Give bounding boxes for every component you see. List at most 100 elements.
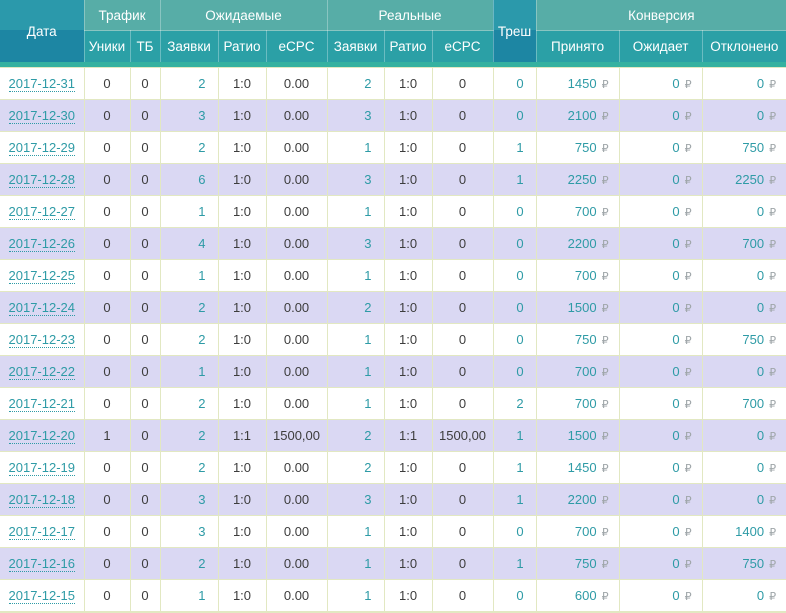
date-link[interactable]: 2017-12-16 bbox=[8, 556, 75, 572]
trash-cell: 2 bbox=[492, 387, 537, 420]
date-link[interactable]: 2017-12-23 bbox=[8, 332, 75, 348]
pending-amount: 0 bbox=[672, 268, 680, 283]
expected-leads-cell: 3 bbox=[159, 515, 219, 548]
date-cell: 2017-12-16 bbox=[0, 547, 85, 580]
expected-ratio-cell: 1:0 bbox=[217, 355, 267, 388]
uniques-cell: 0 bbox=[83, 579, 131, 612]
declined-amount: 0 bbox=[756, 204, 765, 219]
real-ecpc-cell: 0 bbox=[431, 195, 494, 228]
table-row: 2017-12-20 1 0 2 1:1 1500,00 2 1:1 1500,… bbox=[0, 419, 786, 452]
date-link[interactable]: 2017-12-22 bbox=[8, 364, 75, 380]
ruble-sign: ₽ bbox=[769, 174, 777, 187]
real-ratio-cell: 1:0 bbox=[383, 515, 433, 548]
declined-amount: 2250 bbox=[735, 172, 765, 187]
tb-cell: 0 bbox=[129, 67, 161, 100]
declined-amount: 750 bbox=[742, 556, 765, 571]
expected-leads-cell: 4 bbox=[159, 227, 219, 260]
tb-cell: 0 bbox=[129, 323, 161, 356]
pending-amount: 0 bbox=[672, 364, 680, 379]
table-row: 2017-12-19 0 0 2 1:0 0.00 2 1:0 0 1 1450… bbox=[0, 451, 786, 484]
trash-cell: 0 bbox=[492, 515, 537, 548]
date-link[interactable]: 2017-12-17 bbox=[8, 524, 75, 540]
trash-cell: 1 bbox=[492, 163, 537, 196]
date-cell: 2017-12-15 bbox=[0, 579, 85, 612]
table-row: 2017-12-21 0 0 2 1:0 0.00 1 1:0 0 2 700 ₽… bbox=[0, 387, 786, 420]
accepted-amount: 1450 bbox=[567, 460, 597, 475]
expected-ratio-cell: 1:0 bbox=[217, 99, 267, 132]
pending-amount: 0 bbox=[672, 332, 680, 347]
date-link[interactable]: 2017-12-20 bbox=[8, 428, 75, 444]
accepted-cell: 750 ₽ bbox=[535, 323, 620, 356]
date-link[interactable]: 2017-12-25 bbox=[8, 268, 75, 284]
pending-cell: 0 ₽ bbox=[618, 67, 703, 100]
accepted-cell: 2250 ₽ bbox=[535, 163, 620, 196]
table-row: 2017-12-25 0 0 1 1:0 0.00 1 1:0 0 0 700 ₽… bbox=[0, 259, 786, 292]
date-link[interactable]: 2017-12-24 bbox=[8, 300, 75, 316]
date-cell: 2017-12-20 bbox=[0, 419, 85, 452]
real-ecpc-cell: 0 bbox=[431, 99, 494, 132]
col-header-uniques: Уники bbox=[84, 30, 131, 62]
declined-cell: 0 ₽ bbox=[701, 355, 786, 388]
ruble-sign: ₽ bbox=[601, 430, 609, 443]
accepted-amount: 1450 bbox=[567, 76, 597, 91]
date-link[interactable]: 2017-12-28 bbox=[8, 172, 75, 188]
ruble-sign: ₽ bbox=[684, 494, 692, 507]
date-link[interactable]: 2017-12-18 bbox=[8, 492, 75, 508]
real-ecpc-cell: 0 bbox=[431, 131, 494, 164]
date-link[interactable]: 2017-12-21 bbox=[8, 396, 75, 412]
pending-amount: 0 bbox=[672, 172, 680, 187]
uniques-cell: 0 bbox=[83, 163, 131, 196]
date-link[interactable]: 2017-12-19 bbox=[8, 460, 75, 476]
ruble-sign: ₽ bbox=[769, 302, 777, 315]
ruble-sign: ₽ bbox=[601, 558, 609, 571]
table-row: 2017-12-18 0 0 3 1:0 0.00 3 1:0 0 1 2200… bbox=[0, 483, 786, 516]
expected-leads-cell: 2 bbox=[159, 291, 219, 324]
accepted-cell: 750 ₽ bbox=[535, 131, 620, 164]
real-ratio-cell: 1:0 bbox=[383, 547, 433, 580]
accepted-cell: 1500 ₽ bbox=[535, 419, 620, 452]
accepted-amount: 700 bbox=[574, 204, 597, 219]
declined-cell: 700 ₽ bbox=[701, 387, 786, 420]
tb-cell: 0 bbox=[129, 99, 161, 132]
trash-cell: 0 bbox=[492, 355, 537, 388]
trash-cell: 1 bbox=[492, 419, 537, 452]
pending-amount: 0 bbox=[672, 428, 680, 443]
date-link[interactable]: 2017-12-31 bbox=[8, 76, 75, 92]
col-header-date: Дата bbox=[0, 0, 85, 62]
real-leads-cell: 1 bbox=[326, 355, 385, 388]
date-link[interactable]: 2017-12-26 bbox=[8, 236, 75, 252]
col-header-pending: Ожидает bbox=[619, 30, 703, 62]
ruble-sign: ₽ bbox=[769, 590, 777, 603]
uniques-cell: 0 bbox=[83, 451, 131, 484]
real-ecpc-cell: 1500,00 bbox=[431, 419, 494, 452]
date-link[interactable]: 2017-12-27 bbox=[8, 204, 75, 220]
expected-leads-cell: 2 bbox=[159, 387, 219, 420]
pending-amount: 0 bbox=[672, 524, 680, 539]
real-leads-cell: 1 bbox=[326, 579, 385, 612]
real-ecpc-cell: 0 bbox=[431, 579, 494, 612]
real-leads-cell: 3 bbox=[326, 163, 385, 196]
group-header-real: Реальные bbox=[327, 0, 494, 31]
col-header-declined: Отклонено bbox=[702, 30, 786, 62]
date-cell: 2017-12-24 bbox=[0, 291, 85, 324]
date-cell: 2017-12-17 bbox=[0, 515, 85, 548]
real-ecpc-cell: 0 bbox=[431, 547, 494, 580]
accepted-amount: 2250 bbox=[567, 172, 597, 187]
declined-cell: 0 ₽ bbox=[701, 579, 786, 612]
date-link[interactable]: 2017-12-29 bbox=[8, 140, 75, 156]
group-header-traffic: Трафик bbox=[84, 0, 161, 31]
date-link[interactable]: 2017-12-30 bbox=[8, 108, 75, 124]
declined-cell: 0 ₽ bbox=[701, 483, 786, 516]
pending-cell: 0 ₽ bbox=[618, 515, 703, 548]
uniques-cell: 0 bbox=[83, 547, 131, 580]
uniques-cell: 0 bbox=[83, 291, 131, 324]
expected-ecpc-cell: 0.00 bbox=[265, 387, 328, 420]
date-cell: 2017-12-31 bbox=[0, 67, 85, 100]
real-ratio-cell: 1:0 bbox=[383, 483, 433, 516]
expected-ecpc-cell: 0.00 bbox=[265, 227, 328, 260]
date-link[interactable]: 2017-12-15 bbox=[8, 588, 75, 604]
declined-amount: 750 bbox=[742, 140, 765, 155]
table-row: 2017-12-28 0 0 6 1:0 0.00 3 1:0 0 1 2250… bbox=[0, 163, 786, 196]
tb-cell: 0 bbox=[129, 131, 161, 164]
